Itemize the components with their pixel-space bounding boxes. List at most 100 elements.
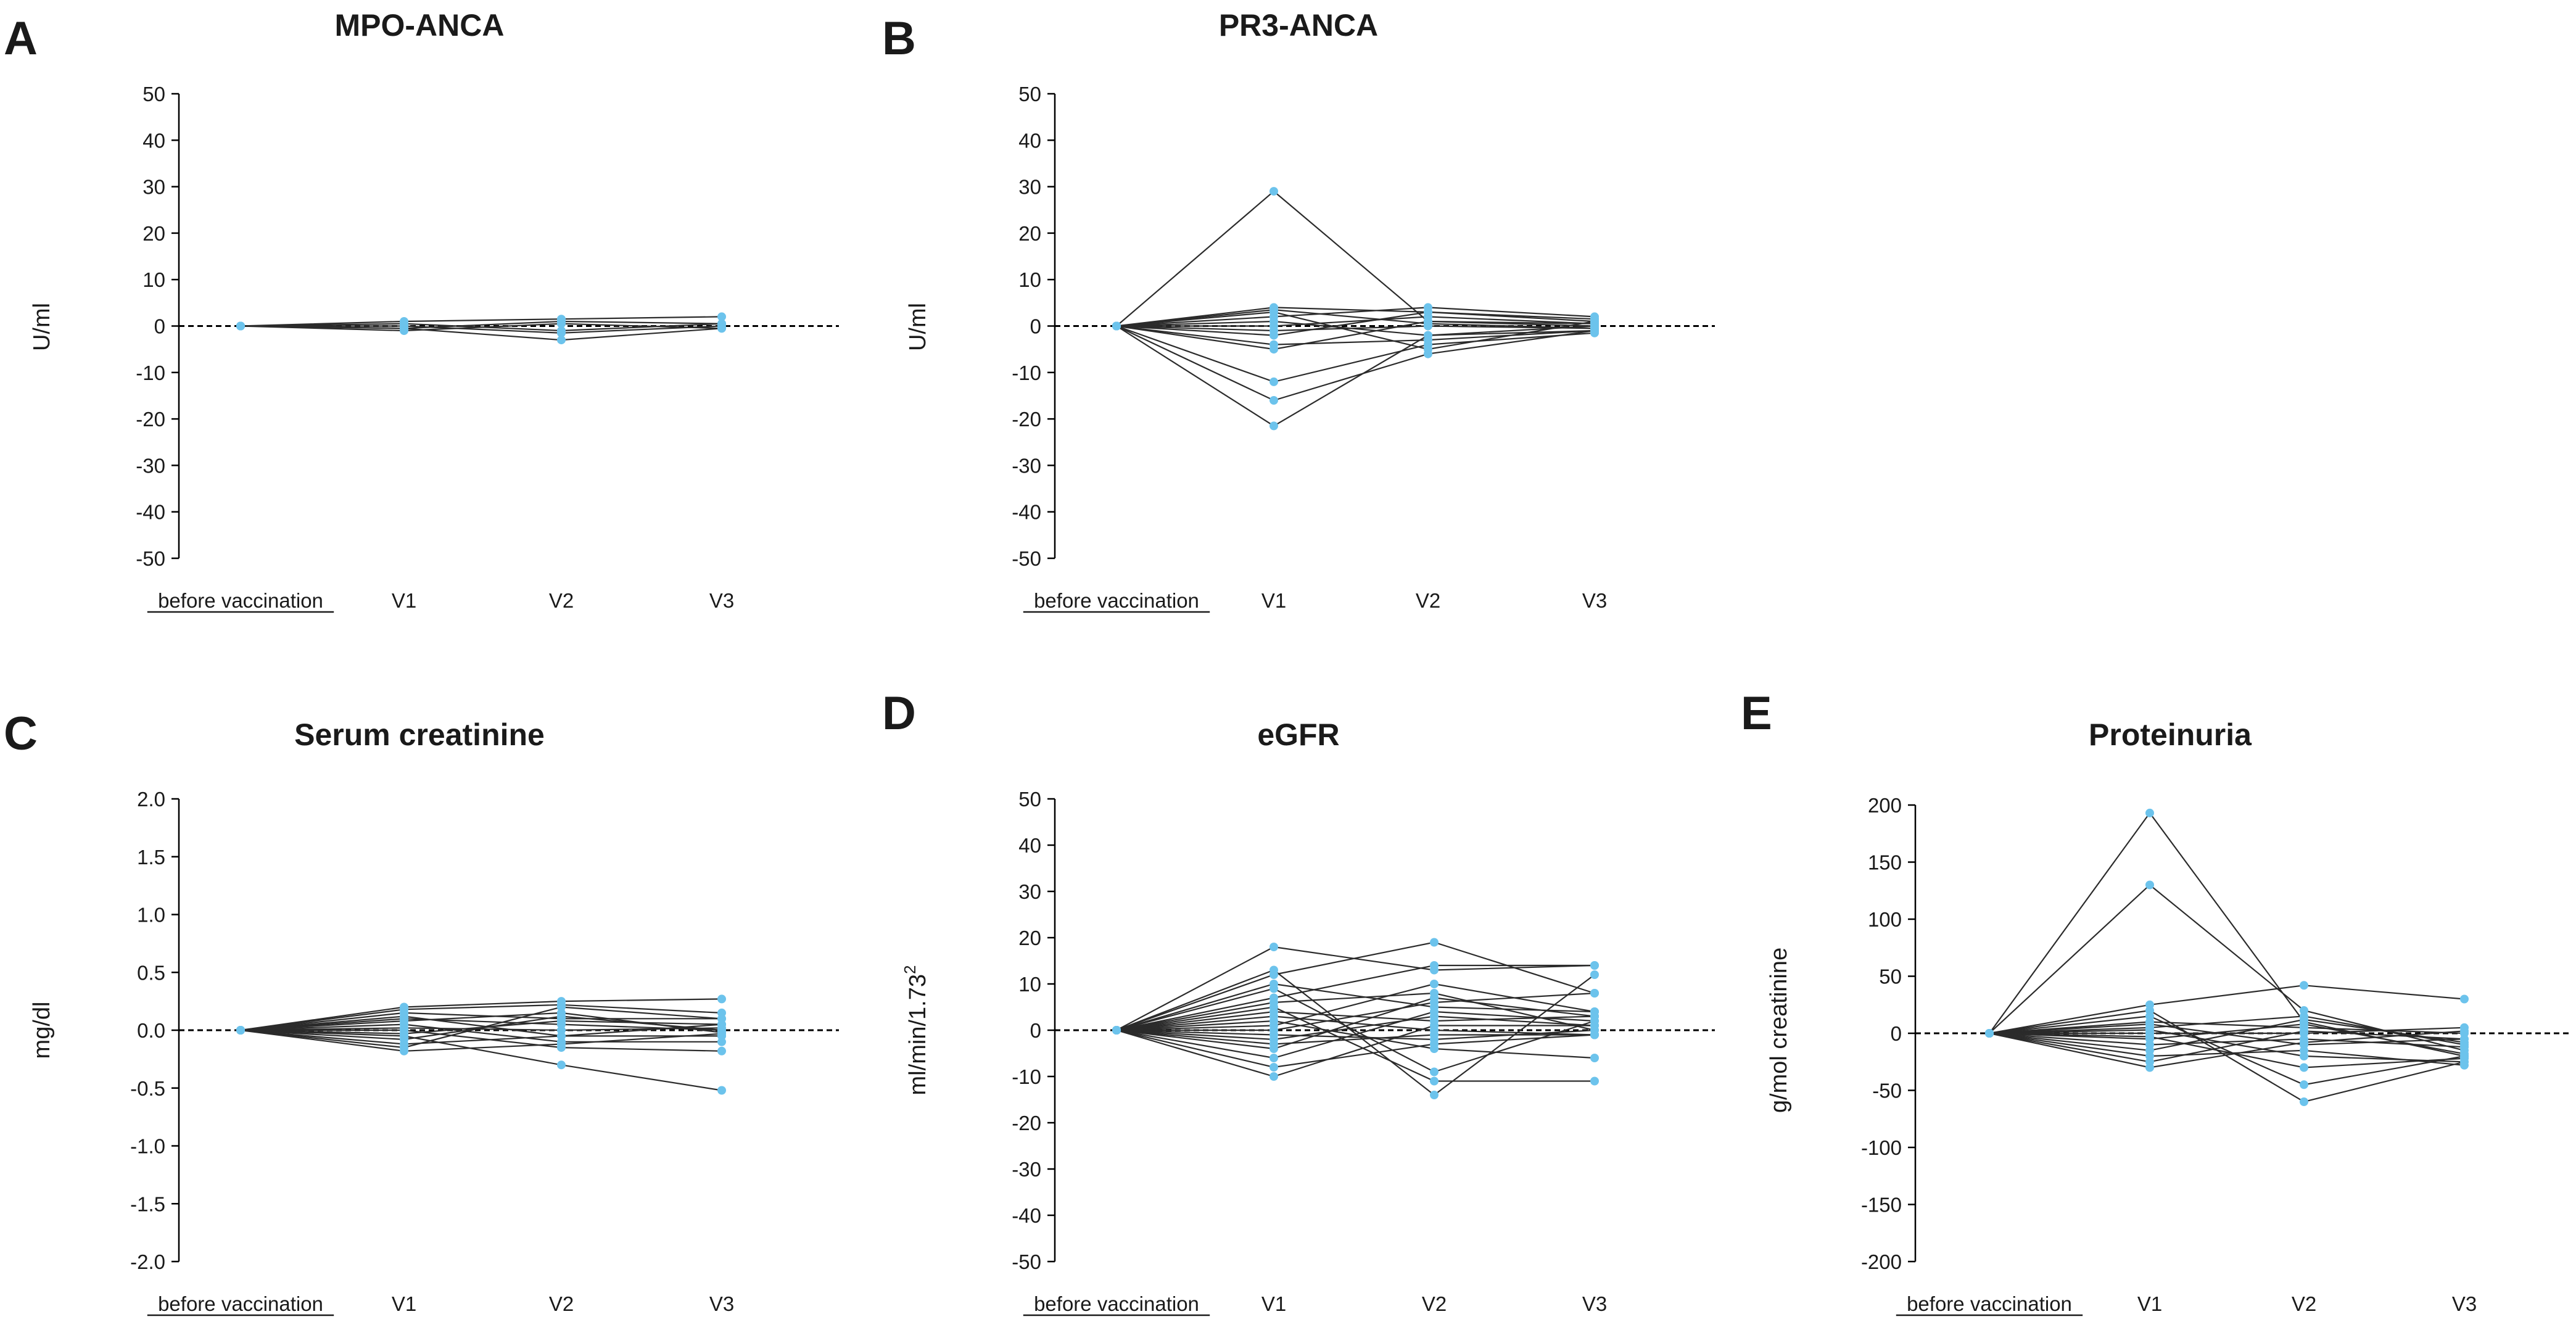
- series-line-C: [240, 1029, 722, 1052]
- data-point-B: [1269, 187, 1278, 196]
- y-tick-label-D: 20: [1018, 927, 1041, 949]
- y-tick-label-D: -30: [1012, 1158, 1041, 1181]
- data-point-B: [1424, 331, 1432, 340]
- y-axis-label-B: U/ml: [905, 303, 931, 351]
- x-category-label-C: V2: [549, 1292, 574, 1315]
- series-line-E: [1989, 1015, 2465, 1086]
- data-point-A: [557, 317, 566, 326]
- series-line-B: [1116, 308, 1595, 329]
- data-point-D: [1112, 1026, 1121, 1035]
- data-point-C: [717, 1014, 726, 1023]
- data-point-B: [1112, 321, 1121, 331]
- data-point-B: [1269, 377, 1278, 386]
- y-tick-label-C: 1.5: [137, 846, 165, 869]
- x-category-label-C: V3: [709, 1292, 734, 1315]
- y-tick-label-E: 0: [1891, 1022, 1902, 1045]
- data-point-C: [717, 1029, 726, 1038]
- series-line-D: [1116, 988, 1595, 1073]
- data-point-D: [1430, 1021, 1439, 1030]
- panel-title-A: MPO-ANCA: [335, 8, 505, 43]
- panel-letter-A: A: [4, 12, 38, 65]
- y-tick-label-E: -50: [1872, 1080, 1902, 1102]
- data-point-D: [1269, 1054, 1278, 1062]
- y-tick-label-B: 50: [1018, 83, 1041, 105]
- data-point-C: [557, 1012, 566, 1021]
- y-axis-label-D: ml/min/1.732: [901, 965, 931, 1096]
- data-point-E: [2300, 1027, 2308, 1036]
- data-point-C: [557, 1039, 566, 1049]
- y-tick-label-B: -10: [1012, 361, 1041, 384]
- y-tick-label-D: 50: [1018, 788, 1041, 811]
- data-point-C: [557, 1060, 566, 1070]
- plot-area-B: 50 40 30 20 10 0 -10 -20 -30 -40 -50 before vaccina…: [1012, 83, 1715, 613]
- data-point-D: [1430, 961, 1439, 970]
- data-point-D: [1269, 943, 1278, 951]
- y-tick-label-E: -150: [1861, 1194, 1902, 1217]
- data-point-D: [1590, 1030, 1599, 1039]
- x-category-label-C: V1: [392, 1292, 416, 1315]
- y-axis-label-A: U/ml: [29, 303, 55, 351]
- y-tick-label-E: -100: [1861, 1136, 1902, 1159]
- data-point-C: [717, 994, 726, 1004]
- data-point-E: [2460, 1049, 2469, 1059]
- data-point-B: [1424, 319, 1432, 328]
- series-line-E: [1989, 1009, 2465, 1103]
- y-tick-label-C: 2.0: [137, 788, 165, 811]
- y-tick-label-B: 40: [1018, 129, 1041, 152]
- data-point-D: [1430, 1091, 1439, 1099]
- y-tick-label-D: -50: [1012, 1250, 1041, 1273]
- y-tick-label-C: 1.0: [137, 904, 165, 927]
- data-point-B: [1590, 324, 1599, 333]
- series-line-C: [240, 1018, 722, 1031]
- series-line-D: [1116, 941, 1595, 1031]
- panel-E: E Proteinuria g/mol creatinine 200 150 100…: [1741, 687, 2569, 1316]
- series-line-D: [1116, 964, 1595, 1031]
- data-point-A: [557, 328, 566, 337]
- data-point-D: [1269, 984, 1278, 993]
- data-point-B: [1424, 340, 1432, 349]
- y-tick-label-A: -30: [136, 454, 165, 477]
- series-line-A: [240, 323, 722, 332]
- series-line-E: [1989, 1023, 2465, 1055]
- y-tick-label-B: -40: [1012, 501, 1041, 524]
- data-point-A: [717, 319, 726, 328]
- x-category-label-E: V3: [2452, 1292, 2477, 1315]
- data-point-E: [1985, 1029, 1994, 1038]
- data-point-C: [557, 1002, 566, 1012]
- data-point-C: [236, 1026, 245, 1035]
- data-point-E: [2300, 1097, 2308, 1106]
- y-tick-label-E: -200: [1861, 1250, 1902, 1273]
- data-point-D: [1590, 961, 1599, 970]
- y-tick-label-A: -50: [136, 547, 165, 570]
- data-point-E: [2300, 1038, 2308, 1047]
- x-category-label-B: V1: [1261, 589, 1286, 612]
- series-line-E: [1989, 1032, 2465, 1048]
- data-point-B: [1269, 331, 1278, 340]
- y-axis-label-D-text: ml/min/1.73: [905, 974, 931, 1095]
- panel-title-B: PR3-ANCA: [1219, 8, 1378, 43]
- data-point-E: [2300, 1063, 2308, 1072]
- y-tick-label-A: -10: [136, 361, 165, 384]
- data-point-B: [1269, 345, 1278, 354]
- panel-title-D: eGFR: [1257, 717, 1339, 752]
- y-tick-label-C: 0.0: [137, 1019, 165, 1042]
- x-category-label-B: V2: [1416, 589, 1440, 612]
- plot-area-D: 50 40 30 20 10 0 -10 -20 -30 -40 -50 before vaccina…: [1012, 788, 1715, 1316]
- y-tick-label-B: 20: [1018, 222, 1041, 245]
- panel-letter-E: E: [1741, 687, 1772, 740]
- panel-title-C: Serum creatinine: [294, 717, 545, 752]
- series-line-E: [1989, 812, 2465, 1057]
- series-line-D: [1116, 1015, 1595, 1041]
- series-line-C: [240, 1027, 722, 1031]
- data-point-E: [2300, 1015, 2308, 1024]
- data-point-D: [1430, 980, 1439, 988]
- data-point-E: [2300, 1046, 2308, 1055]
- data-point-B: [1269, 396, 1278, 405]
- panel-letter-C: C: [4, 708, 38, 760]
- data-point-C: [717, 1046, 726, 1056]
- x-category-label-E: V2: [2292, 1292, 2316, 1315]
- y-tick-label-D: 10: [1018, 973, 1041, 996]
- series-line-B: [1116, 307, 1595, 327]
- x-category-label-E: before vaccination: [1907, 1292, 2072, 1315]
